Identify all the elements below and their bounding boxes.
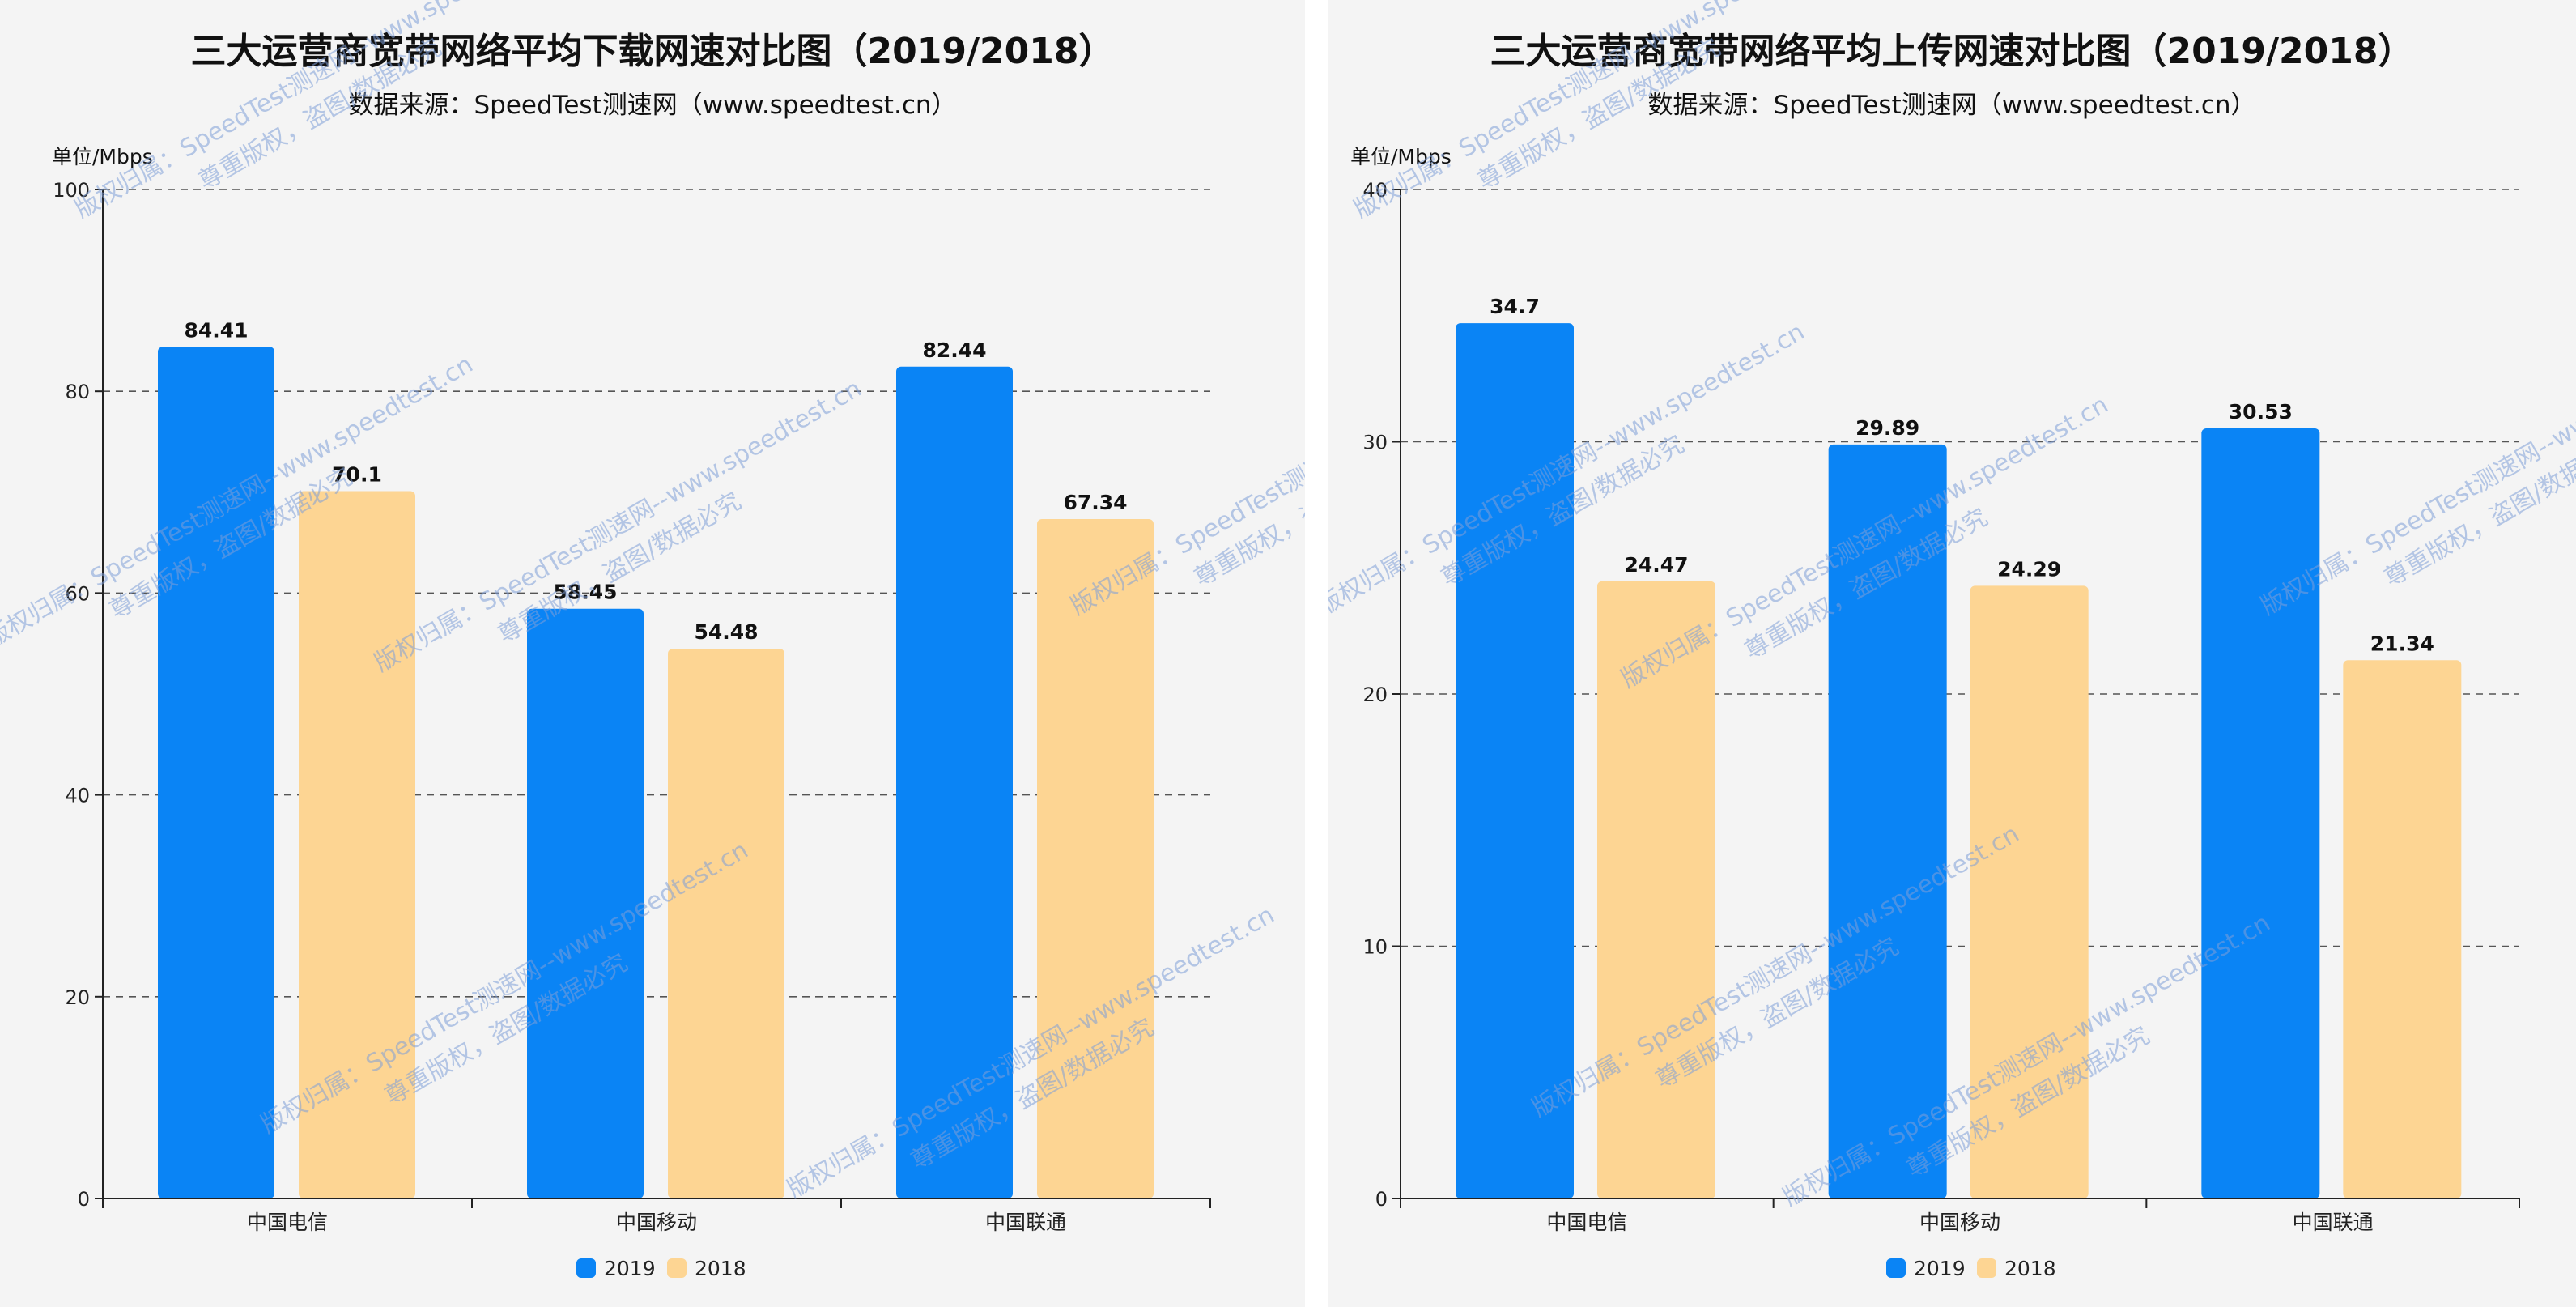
y-tick-label: 60 (65, 582, 90, 605)
legend-swatch-2019 (1886, 1258, 1906, 1278)
bar-value-label: 82.44 (922, 338, 986, 362)
y-tick-label: 0 (78, 1188, 90, 1211)
bar-value-label: 30.53 (2229, 400, 2293, 424)
y-axis-unit-label: 单位/Mbps (52, 145, 153, 168)
bar-value-label: 21.34 (2370, 632, 2434, 655)
x-category-label: 中国移动 (1919, 1211, 2000, 1234)
y-tick-label: 20 (65, 986, 90, 1009)
x-category-label: 中国电信 (1546, 1211, 1627, 1234)
bar-2018-0 (1597, 581, 1715, 1198)
y-tick-label: 40 (1362, 179, 1388, 202)
legend-swatch-2018 (667, 1258, 687, 1278)
bar-value-label: 24.47 (1624, 553, 1688, 577)
bar-value-label: 34.7 (1490, 295, 1540, 318)
download-chart-panel: 三大运营商宽带网络平均下载网速对比图（2019/2018） 数据来源：SpeedT… (0, 0, 1305, 1307)
bar-value-label: 67.34 (1063, 491, 1127, 514)
chart-title: 三大运营商宽带网络平均上传网速对比图（2019/2018） (1490, 31, 2414, 72)
bar-2019-1 (1828, 444, 1947, 1198)
watermark-line-1: 版权归属：SpeedTest测速网--www.speedtest.cn (783, 900, 1280, 1204)
bar-2018-2 (1037, 518, 1154, 1198)
y-tick-label: 100 (53, 179, 90, 202)
watermark: 版权归属：SpeedTest测速网--www.speedtest.cn尊重版权，… (1066, 317, 1306, 621)
legend-label-2019: 2019 (1914, 1257, 1966, 1280)
legend-label-2018: 2018 (2004, 1257, 2056, 1280)
legend-swatch-2018 (1977, 1258, 1996, 1278)
y-tick-label: 0 (1375, 1188, 1388, 1211)
watermark-line-1: 版权归属：SpeedTest测速网--www.speedtest.cn (1066, 317, 1306, 621)
y-axis-unit-label: 单位/Mbps (1350, 145, 1452, 168)
chart-subtitle: 数据来源：SpeedTest测速网（www.speedtest.cn） (348, 91, 956, 120)
chart-subtitle: 数据来源：SpeedTest测速网（www.speedtest.cn） (1647, 91, 2255, 120)
x-category-label: 中国移动 (616, 1211, 697, 1234)
bar-2018-2 (2343, 660, 2462, 1198)
bar-value-label: 54.48 (694, 620, 758, 644)
bar-value-label: 84.41 (184, 318, 248, 342)
bar-value-label: 29.89 (1855, 416, 1919, 440)
bar-2018-0 (299, 491, 415, 1198)
upload-chart-panel: 三大运营商宽带网络平均上传网速对比图（2019/2018） 数据来源：SpeedT… (1328, 0, 2576, 1307)
y-tick-label: 20 (1362, 683, 1388, 706)
bar-2019-2 (896, 366, 1013, 1198)
download-chart: 三大运营商宽带网络平均下载网速对比图（2019/2018） 数据来源：SpeedT… (0, 0, 1306, 1280)
bar-value-label: 58.45 (553, 581, 617, 604)
y-tick-label: 10 (1362, 936, 1388, 959)
legend-label-2019: 2019 (604, 1257, 656, 1280)
y-tick-label: 30 (1362, 432, 1388, 454)
bar-2019-0 (1456, 323, 1574, 1199)
bar-value-label: 70.1 (332, 463, 382, 487)
x-category-label: 中国联通 (2293, 1211, 2374, 1234)
bar-2019-0 (158, 347, 274, 1198)
y-tick-label: 80 (65, 381, 90, 403)
legend-label-2018: 2018 (695, 1257, 746, 1280)
y-tick-label: 40 (65, 785, 90, 807)
legend-swatch-2019 (576, 1258, 596, 1278)
bar-2019-2 (2201, 428, 2320, 1198)
x-category-label: 中国联通 (985, 1211, 1066, 1234)
upload-chart: 三大运营商宽带网络平均上传网速对比图（2019/2018） 数据来源：SpeedT… (1328, 0, 2576, 1280)
chart-title: 三大运营商宽带网络平均下载网速对比图（2019/2018） (191, 31, 1115, 72)
bar-value-label: 24.29 (1997, 557, 2061, 581)
bar-2018-1 (668, 649, 784, 1198)
x-category-label: 中国电信 (247, 1211, 328, 1234)
bar-2019-1 (527, 608, 644, 1198)
bar-2018-1 (1970, 585, 2089, 1198)
